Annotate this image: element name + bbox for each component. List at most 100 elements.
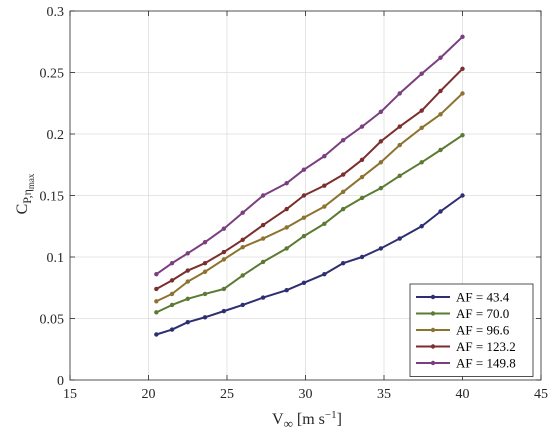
data-point xyxy=(340,137,346,143)
data-point xyxy=(240,244,245,250)
y-tick-label: 0 xyxy=(57,374,64,389)
data-point xyxy=(397,236,402,241)
data-point xyxy=(301,193,307,198)
data-point xyxy=(397,124,402,129)
data-point xyxy=(169,278,175,283)
x-axis-label: V∞ [m s−1] xyxy=(272,409,342,431)
data-point xyxy=(340,206,346,212)
legend-marker xyxy=(430,344,436,349)
legend-entry: AF = 96.6 xyxy=(456,323,510,338)
data-point xyxy=(340,189,346,195)
data-point xyxy=(185,319,190,325)
data-point xyxy=(359,195,365,201)
series-group xyxy=(154,133,465,315)
x-axis-label-unit-pre: [m s xyxy=(297,411,325,428)
legend-marker xyxy=(430,311,436,316)
data-point xyxy=(378,185,384,191)
data-point xyxy=(438,88,443,94)
data-point xyxy=(322,221,327,226)
data-point xyxy=(359,174,365,180)
y-axis-label: CP,ηmax xyxy=(14,173,36,214)
data-point xyxy=(301,233,307,239)
data-point xyxy=(301,215,307,220)
data-point xyxy=(378,109,384,115)
data-point xyxy=(359,124,365,129)
data-point xyxy=(340,260,346,266)
data-point xyxy=(460,34,465,40)
data-point xyxy=(221,286,227,292)
data-point xyxy=(185,251,190,256)
series-group xyxy=(154,193,465,337)
data-point xyxy=(460,193,465,198)
data-point xyxy=(322,272,327,277)
y-axis-label-subsub: max xyxy=(26,173,36,189)
data-point xyxy=(154,272,159,277)
legend-entry: AF = 70.0 xyxy=(456,306,509,321)
data-point xyxy=(154,332,159,337)
data-point xyxy=(419,125,424,131)
data-point xyxy=(322,183,327,188)
legend-marker xyxy=(430,327,436,333)
data-point xyxy=(169,302,175,308)
legend-entry: AF = 123.2 xyxy=(456,339,516,354)
data-point xyxy=(284,225,289,230)
data-point xyxy=(260,295,266,300)
data-point xyxy=(460,66,465,72)
data-point xyxy=(284,288,289,293)
data-point xyxy=(438,147,443,153)
data-point xyxy=(284,181,289,186)
data-point xyxy=(378,139,384,144)
data-point xyxy=(438,112,443,117)
y-tick-label: 0.15 xyxy=(40,190,65,205)
series-layer xyxy=(154,34,465,337)
data-point xyxy=(240,302,245,308)
y-tick-label: 0.25 xyxy=(40,67,65,82)
data-point xyxy=(359,157,365,163)
data-point xyxy=(169,327,175,332)
data-point xyxy=(322,153,327,159)
data-point xyxy=(301,167,307,172)
data-point xyxy=(460,133,465,138)
x-axis-label-unit-sup: −1 xyxy=(325,409,337,421)
y-tick-label: 0.05 xyxy=(40,313,65,328)
data-point xyxy=(202,240,208,245)
series-group xyxy=(154,34,465,277)
data-point xyxy=(460,91,465,96)
data-point xyxy=(240,237,245,242)
x-tick-label: 35 xyxy=(377,387,391,402)
series-group xyxy=(154,66,465,292)
data-point xyxy=(419,71,424,76)
x-tick-label: 40 xyxy=(456,387,470,402)
legend-entry: AF = 149.8 xyxy=(456,356,516,371)
data-point xyxy=(202,269,208,274)
x-tick-label: 25 xyxy=(220,387,234,402)
data-point xyxy=(260,236,266,241)
data-point xyxy=(154,299,159,304)
data-point xyxy=(260,259,266,265)
x-axis-label-main: V xyxy=(272,411,284,428)
data-point xyxy=(154,310,159,315)
data-point xyxy=(340,172,346,177)
data-point xyxy=(419,224,424,229)
data-point xyxy=(221,308,227,314)
data-point xyxy=(284,206,289,212)
data-point xyxy=(221,257,227,262)
data-point xyxy=(202,315,208,320)
series-group xyxy=(154,91,465,304)
y-tick-label: 0.2 xyxy=(47,128,65,143)
x-axis-label-unit-post: ] xyxy=(337,411,342,428)
data-point xyxy=(185,296,190,302)
x-tick-label: 45 xyxy=(534,387,548,402)
data-point xyxy=(185,268,190,273)
y-tick-label: 0.3 xyxy=(47,5,65,20)
data-point xyxy=(260,193,266,198)
x-axis-label-sub: ∞ xyxy=(284,416,293,431)
data-point xyxy=(202,291,208,297)
data-point xyxy=(301,280,307,286)
legend-marker xyxy=(430,360,436,366)
y-tick-label: 0.1 xyxy=(47,251,65,266)
data-point xyxy=(397,173,402,179)
legend-marker xyxy=(430,294,436,300)
ticks: 15 20 25 30 35 40 45 0 0.05 0.1 0.15 0.2 0.25 0.3 xyxy=(40,5,549,402)
